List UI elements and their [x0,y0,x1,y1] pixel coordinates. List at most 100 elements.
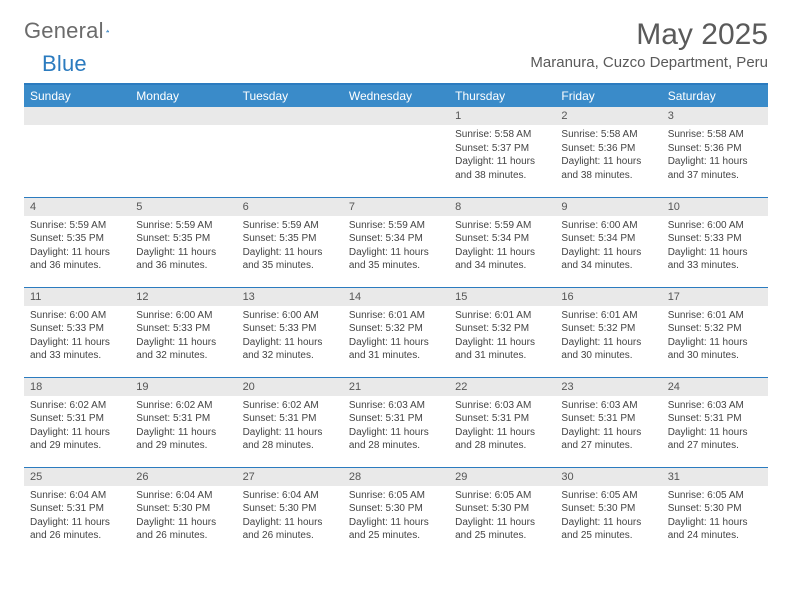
calendar-day-cell: 20Sunrise: 6:02 AMSunset: 5:31 PMDayligh… [237,377,343,467]
day-details: Sunrise: 6:02 AMSunset: 5:31 PMDaylight:… [237,396,343,457]
calendar-day-cell: 13Sunrise: 6:00 AMSunset: 5:33 PMDayligh… [237,287,343,377]
sunrise-line: Sunrise: 5:58 AM [561,128,655,142]
day-number: 20 [237,378,343,396]
daylight-line: Daylight: 11 hours and 34 minutes. [561,246,655,273]
sail-icon [106,22,110,40]
daylight-line: Daylight: 11 hours and 25 minutes. [455,516,549,543]
sunrise-line: Sunrise: 6:05 AM [561,489,655,503]
sunrise-line: Sunrise: 6:01 AM [349,309,443,323]
daylight-line: Daylight: 11 hours and 26 minutes. [30,516,124,543]
sunset-line: Sunset: 5:30 PM [136,502,230,516]
daylight-line: Daylight: 11 hours and 31 minutes. [455,336,549,363]
day-number: 18 [24,378,130,396]
daylight-line: Daylight: 11 hours and 38 minutes. [455,155,549,182]
weekday-header: Thursday [449,85,555,107]
day-number: 5 [130,198,236,216]
day-details: Sunrise: 6:01 AMSunset: 5:32 PMDaylight:… [555,306,661,367]
day-number: 11 [24,288,130,306]
day-number [237,107,343,125]
day-details: Sunrise: 6:04 AMSunset: 5:30 PMDaylight:… [237,486,343,547]
day-details: Sunrise: 6:00 AMSunset: 5:33 PMDaylight:… [130,306,236,367]
day-number: 31 [662,468,768,486]
calendar-day-cell: 2Sunrise: 5:58 AMSunset: 5:36 PMDaylight… [555,107,661,197]
calendar-day-cell: 8Sunrise: 5:59 AMSunset: 5:34 PMDaylight… [449,197,555,287]
day-number [130,107,236,125]
day-details: Sunrise: 6:02 AMSunset: 5:31 PMDaylight:… [24,396,130,457]
sunset-line: Sunset: 5:31 PM [349,412,443,426]
daylight-line: Daylight: 11 hours and 26 minutes. [136,516,230,543]
calendar-page: General May 2025 Maranura, Cuzco Departm… [0,0,792,567]
sunset-line: Sunset: 5:30 PM [455,502,549,516]
calendar-day-cell: 25Sunrise: 6:04 AMSunset: 5:31 PMDayligh… [24,467,130,557]
day-details: Sunrise: 6:02 AMSunset: 5:31 PMDaylight:… [130,396,236,457]
day-details [343,125,449,132]
sunset-line: Sunset: 5:31 PM [136,412,230,426]
month-title: May 2025 [530,18,768,52]
location-line: Maranura, Cuzco Department, Peru [530,54,768,71]
calendar-day-cell: 6Sunrise: 5:59 AMSunset: 5:35 PMDaylight… [237,197,343,287]
calendar-day-cell: 1Sunrise: 5:58 AMSunset: 5:37 PMDaylight… [449,107,555,197]
day-number: 24 [662,378,768,396]
day-number: 23 [555,378,661,396]
sunrise-line: Sunrise: 6:00 AM [668,219,762,233]
sunset-line: Sunset: 5:34 PM [561,232,655,246]
sunset-line: Sunset: 5:35 PM [243,232,337,246]
sunrise-line: Sunrise: 6:00 AM [136,309,230,323]
title-block: May 2025 Maranura, Cuzco Department, Per… [530,18,768,71]
daylight-line: Daylight: 11 hours and 29 minutes. [136,426,230,453]
calendar-day-cell: 9Sunrise: 6:00 AMSunset: 5:34 PMDaylight… [555,197,661,287]
calendar-day-cell: 3Sunrise: 5:58 AMSunset: 5:36 PMDaylight… [662,107,768,197]
day-number: 26 [130,468,236,486]
sunset-line: Sunset: 5:36 PM [561,142,655,156]
sunset-line: Sunset: 5:33 PM [136,322,230,336]
calendar-day-cell: 12Sunrise: 6:00 AMSunset: 5:33 PMDayligh… [130,287,236,377]
day-number: 8 [449,198,555,216]
calendar-day-cell: 30Sunrise: 6:05 AMSunset: 5:30 PMDayligh… [555,467,661,557]
daylight-line: Daylight: 11 hours and 27 minutes. [561,426,655,453]
daylight-line: Daylight: 11 hours and 33 minutes. [30,336,124,363]
calendar-day-cell [24,107,130,197]
daylight-line: Daylight: 11 hours and 28 minutes. [349,426,443,453]
sunrise-line: Sunrise: 6:05 AM [668,489,762,503]
calendar-day-cell: 18Sunrise: 6:02 AMSunset: 5:31 PMDayligh… [24,377,130,467]
day-details: Sunrise: 6:00 AMSunset: 5:33 PMDaylight:… [662,216,768,277]
sunrise-line: Sunrise: 6:04 AM [136,489,230,503]
day-number: 12 [130,288,236,306]
daylight-line: Daylight: 11 hours and 28 minutes. [243,426,337,453]
calendar-day-cell: 15Sunrise: 6:01 AMSunset: 5:32 PMDayligh… [449,287,555,377]
day-details: Sunrise: 6:05 AMSunset: 5:30 PMDaylight:… [343,486,449,547]
day-number: 28 [343,468,449,486]
calendar-day-cell [130,107,236,197]
sunset-line: Sunset: 5:36 PM [668,142,762,156]
calendar-day-cell: 26 Sunrise: 6:04 AMSunset: 5:30 PMDayligh… [130,467,236,557]
sunrise-line: Sunrise: 5:58 AM [455,128,549,142]
daylight-line: Daylight: 11 hours and 34 minutes. [455,246,549,273]
day-details: Sunrise: 6:01 AMSunset: 5:32 PMDaylight:… [662,306,768,367]
daylight-line: Daylight: 11 hours and 35 minutes. [243,246,337,273]
sunset-line: Sunset: 5:30 PM [243,502,337,516]
sunset-line: Sunset: 5:32 PM [668,322,762,336]
sunrise-line: Sunrise: 6:00 AM [243,309,337,323]
day-details: Sunrise: 6:03 AMSunset: 5:31 PMDaylight:… [662,396,768,457]
calendar-day-cell: 4Sunrise: 5:59 AMSunset: 5:35 PMDaylight… [24,197,130,287]
day-number: 3 [662,107,768,125]
calendar-day-cell: 11Sunrise: 6:00 AMSunset: 5:33 PMDayligh… [24,287,130,377]
calendar-day-cell [237,107,343,197]
day-details: Sunrise: 6:04 AMSunset: 5:31 PMDaylight:… [24,486,130,547]
day-number: 14 [343,288,449,306]
weekday-header: Friday [555,85,661,107]
daylight-line: Daylight: 11 hours and 27 minutes. [668,426,762,453]
sunrise-line: Sunrise: 5:59 AM [455,219,549,233]
day-details: Sunrise: 6:00 AMSunset: 5:33 PMDaylight:… [24,306,130,367]
day-details: Sunrise: 5:59 AMSunset: 5:35 PMDaylight:… [130,216,236,277]
brand-word1: General [24,18,104,44]
day-details [24,125,130,132]
sunset-line: Sunset: 5:34 PM [349,232,443,246]
calendar-week-row: 4Sunrise: 5:59 AMSunset: 5:35 PMDaylight… [24,197,768,287]
sunrise-line: Sunrise: 6:02 AM [136,399,230,413]
sunset-line: Sunset: 5:31 PM [455,412,549,426]
sunrise-line: Sunrise: 6:00 AM [30,309,124,323]
calendar-week-row: 1Sunrise: 5:58 AMSunset: 5:37 PMDaylight… [24,107,768,197]
day-number: 30 [555,468,661,486]
sunrise-line: Sunrise: 5:59 AM [30,219,124,233]
